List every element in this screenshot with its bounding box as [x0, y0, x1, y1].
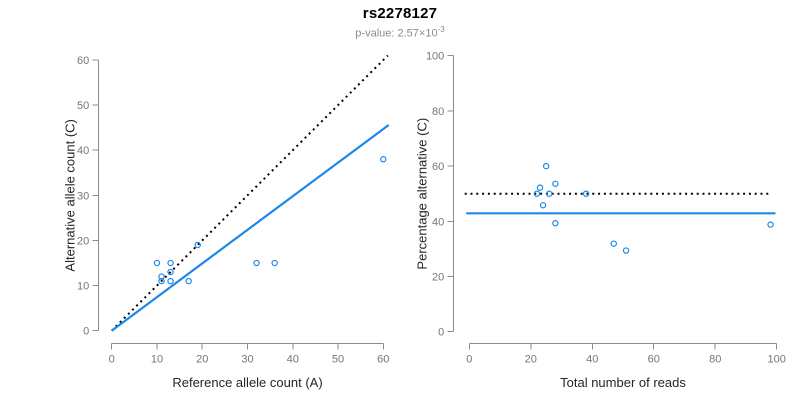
y-axis-title: Alternative allele count (C) [62, 119, 77, 271]
data-point [622, 247, 630, 254]
x-tick-label: 30 [241, 353, 253, 365]
data-point [542, 162, 550, 170]
fit-line [111, 124, 390, 332]
x-tick-label: 0 [466, 353, 472, 365]
allele-counts-plot: 0 10 20 30 40 50 60 0 10 20 30 40 50 60 Reference alle… [62, 54, 390, 390]
data-point [158, 273, 165, 280]
y-tick-label: 80 [432, 106, 444, 118]
x-axis-title: Reference allele count (A) [172, 375, 322, 390]
data-point [271, 259, 278, 267]
data-point [380, 156, 387, 163]
p-value-subtitle: p-value: 2.57×10-3 [0, 25, 800, 40]
identity-line [110, 54, 389, 332]
x-tick-label: 50 [332, 353, 344, 365]
data-point [582, 190, 590, 197]
y-tick-label: 0 [83, 326, 89, 338]
y-tick-label: 40 [432, 216, 444, 228]
data-point [539, 202, 547, 209]
y-tick-label: 20 [77, 235, 89, 247]
x-tick-label: 20 [525, 353, 537, 365]
data-point [552, 180, 559, 187]
x-axis-title: Total number of reads [560, 375, 686, 390]
x-tick-label: 10 [151, 353, 163, 365]
data-point [767, 221, 774, 228]
y-tick-label: 100 [426, 51, 444, 63]
data-point [546, 190, 553, 197]
y-tick-label: 60 [432, 161, 444, 173]
y-tick-label: 60 [77, 55, 89, 67]
data-point [167, 259, 174, 267]
x-tick-label: 100 [768, 353, 786, 365]
figure-header: rs2278127 p-value: 2.57×10-3 [0, 0, 800, 40]
data-point [533, 190, 541, 197]
data-point [194, 241, 201, 249]
y-tick-label: 0 [438, 327, 444, 339]
figure-title: rs2278127 [362, 5, 438, 22]
p-value-exponent: -3 [437, 25, 445, 34]
x-tick-label: 20 [196, 353, 208, 365]
data-point [610, 240, 617, 247]
data-point [153, 259, 161, 267]
y-tick-label: 10 [77, 281, 89, 293]
y-tick-label: 50 [77, 100, 89, 112]
x-tick-label: 0 [109, 353, 115, 365]
data-point [536, 184, 544, 191]
data-point [253, 259, 260, 267]
y-tick-label: 40 [77, 145, 89, 157]
data-point [167, 268, 174, 276]
p-value-text: p-value: 2.57×10 [355, 27, 438, 40]
data-point [167, 277, 174, 285]
data-point [552, 220, 559, 227]
data-point [185, 277, 192, 285]
percentage-vs-reads-plot: 0 20 40 60 80 100 0 20 40 60 80 100 Total number of … [414, 51, 786, 390]
x-tick-label: 60 [377, 353, 389, 365]
x-tick-label: 40 [287, 353, 299, 365]
x-tick-label: 40 [586, 353, 598, 365]
y-tick-label: 20 [432, 272, 444, 284]
x-tick-label: 60 [648, 353, 660, 365]
x-tick-label: 80 [709, 353, 721, 365]
y-axis-title: Percentage alternative (C) [414, 118, 429, 270]
data-point [158, 277, 165, 285]
y-tick-label: 30 [77, 190, 89, 202]
